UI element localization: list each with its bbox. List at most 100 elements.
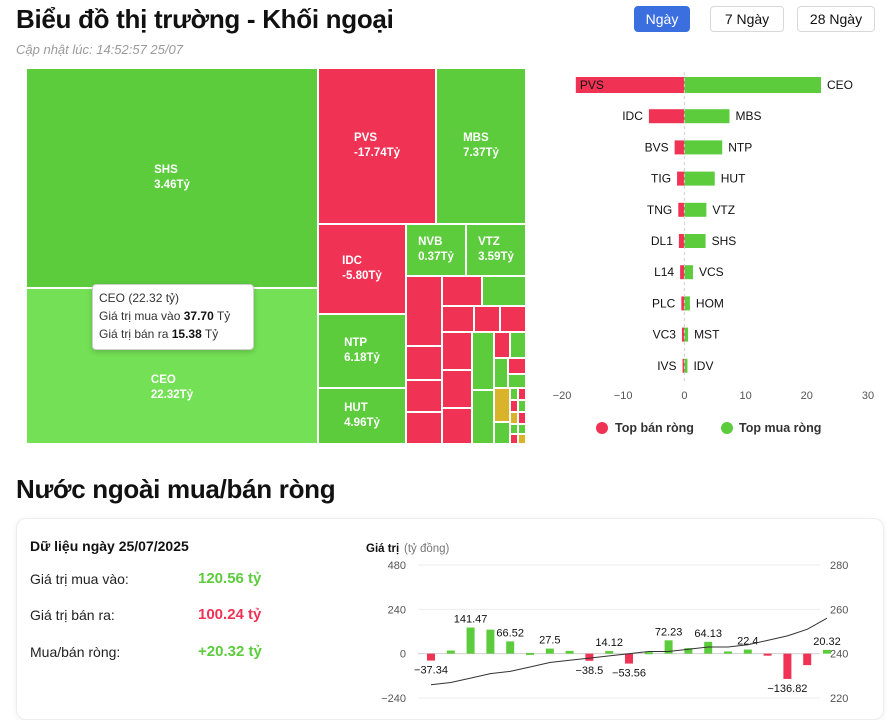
top-net-bar-chart: PVS CEO IDC MBS BVS NTP TIG HUT TNG VTZ DL1 SHS L14 V… <box>553 72 874 435</box>
sell-code-label: BVS <box>645 140 669 154</box>
tile-small[interactable] <box>472 332 494 390</box>
tile-small[interactable] <box>510 332 526 358</box>
buy-code-label: HUT <box>721 172 746 186</box>
sell-bar <box>677 171 685 186</box>
tile-small[interactable] <box>442 276 482 306</box>
x-tick-label: −10 <box>614 390 633 402</box>
tile-idc[interactable]: IDC -5.80Tỷ <box>318 224 406 314</box>
tile-vtz[interactable]: VTZ 3.59Tỷ <box>466 224 526 276</box>
tile-small[interactable] <box>518 388 526 400</box>
sell-code-label: DL1 <box>651 234 673 248</box>
buy-bar <box>684 265 693 280</box>
y-tick-label: 480 <box>388 560 406 572</box>
net-bar <box>466 627 475 654</box>
sell-bar <box>575 77 685 93</box>
tile-small[interactable] <box>510 388 518 400</box>
y2-tick-label: 240 <box>830 649 848 661</box>
tile-small[interactable] <box>510 434 518 444</box>
tile-small[interactable] <box>406 276 442 346</box>
net-bar <box>783 653 792 679</box>
y2-tick-label: 260 <box>830 604 848 616</box>
buy-code-label: CEO <box>827 78 853 92</box>
tile-pvs[interactable]: PVS -17.74Tỷ <box>318 68 436 224</box>
x-tick-label: 10 <box>739 390 751 402</box>
net-bar <box>605 651 614 654</box>
data-label: 66.52 <box>496 627 524 639</box>
tile-small[interactable] <box>510 400 518 412</box>
tile-small[interactable] <box>508 358 526 374</box>
sell-bar <box>682 358 685 373</box>
tile-nvb[interactable]: NVB 0.37Tỷ <box>406 224 466 276</box>
tile-small[interactable] <box>510 412 518 424</box>
sell-code-label: VC3 <box>653 328 677 342</box>
buy-code-label: MST <box>694 328 720 342</box>
page-title: Biểu đồ thị trường - Khối ngoại <box>16 4 394 34</box>
cumulative-line <box>430 617 828 686</box>
tile-small[interactable] <box>474 306 500 332</box>
tile-small[interactable] <box>406 346 442 380</box>
buy-bar <box>684 77 821 93</box>
tile-small[interactable] <box>494 332 510 358</box>
tile-small[interactable] <box>510 424 518 434</box>
y-tick-label: 0 <box>400 649 406 661</box>
sell-code-label: PLC <box>652 296 676 310</box>
net-bar <box>427 653 435 661</box>
data-label: 20.32 <box>813 636 841 648</box>
tile-small[interactable] <box>518 400 526 412</box>
tile-small[interactable] <box>518 412 526 424</box>
data-label: −136.82 <box>767 683 807 695</box>
sell-value: 100.24 tỷ <box>198 606 262 623</box>
tile-small[interactable] <box>494 358 508 388</box>
tile-small[interactable] <box>442 408 472 444</box>
y2-tick-label: 280 <box>830 560 848 572</box>
buy-bar <box>684 234 706 248</box>
net-bar <box>506 641 515 654</box>
data-label: 72.23 <box>655 626 683 638</box>
tab-28-days[interactable]: 28 Ngày <box>797 6 875 32</box>
buy-bar <box>684 109 730 124</box>
tile-small[interactable] <box>442 332 472 370</box>
sell-bar <box>678 234 685 248</box>
net-value: +20.32 tỷ <box>198 643 262 660</box>
sell-code-label: TIG <box>651 172 671 186</box>
tab-7-days[interactable]: 7 Ngày <box>710 6 784 32</box>
x-tick-label: 30 <box>862 390 874 402</box>
sell-bar <box>648 109 685 124</box>
buy-bar <box>684 171 715 186</box>
x-tick-label: 20 <box>801 390 813 402</box>
treemap: SHS 3.46Tỷ CEO 22.32Tỷ PVS -17.74Tỷ MBS 7.37… <box>26 68 526 444</box>
tile-small[interactable] <box>482 276 526 306</box>
sell-bar <box>680 265 685 280</box>
tile-small[interactable] <box>518 424 526 434</box>
tile-mbs[interactable]: MBS 7.37Tỷ <box>436 68 526 224</box>
tile-small[interactable] <box>500 306 526 332</box>
tile-shs[interactable]: SHS 3.46Tỷ <box>26 68 318 288</box>
updated-timestamp: Cập nhật lúc: 14:52:57 25/07 <box>16 42 183 57</box>
tile-small[interactable] <box>472 390 494 444</box>
y-axis-title: Giá trị <box>366 543 399 555</box>
tile-small[interactable] <box>508 374 526 388</box>
summary-heading: Dữ liệu ngày 25/07/2025 <box>30 538 189 554</box>
buy-code-label: IDV <box>693 359 713 373</box>
sell-code-label: IDC <box>622 109 643 123</box>
tile-small[interactable] <box>406 380 442 412</box>
net-bar <box>446 650 455 654</box>
tile-small[interactable] <box>518 434 526 444</box>
tooltip-buy-row: Giá trị mua vào 37.70 Tỷ <box>99 309 231 323</box>
legend-sell-marker <box>596 422 608 434</box>
buy-value: 120.56 tỷ <box>198 570 262 587</box>
net-bar <box>724 651 732 654</box>
net-bar <box>763 653 772 656</box>
legend-buy-marker <box>721 422 733 434</box>
y2-tick-label: 220 <box>830 693 848 705</box>
tile-hut[interactable]: HUT 4.96Tỷ <box>318 388 406 444</box>
tile-small[interactable] <box>442 306 474 332</box>
tile-small[interactable] <box>494 388 510 422</box>
tile-small[interactable] <box>494 422 510 444</box>
tile-small[interactable] <box>442 370 472 408</box>
y-axis-unit: (tỷ đồng) <box>404 543 450 555</box>
tab-day[interactable]: Ngày <box>634 6 690 32</box>
tile-ntp[interactable]: NTP 6.18Tỷ <box>318 314 406 388</box>
data-label: 27.5 <box>539 635 560 647</box>
tile-small[interactable] <box>406 412 442 444</box>
